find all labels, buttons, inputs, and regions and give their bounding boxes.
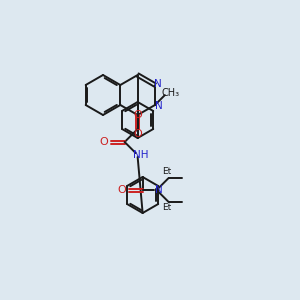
Text: O: O	[133, 129, 142, 139]
Text: Et: Et	[162, 203, 171, 212]
Text: N: N	[155, 185, 163, 195]
Text: Et: Et	[162, 167, 171, 176]
Text: O: O	[133, 110, 142, 120]
Text: N: N	[154, 79, 162, 89]
Text: O: O	[117, 185, 126, 195]
Text: N: N	[155, 101, 163, 111]
Text: O: O	[99, 137, 108, 147]
Text: CH₃: CH₃	[162, 88, 180, 98]
Text: NH: NH	[133, 150, 148, 160]
